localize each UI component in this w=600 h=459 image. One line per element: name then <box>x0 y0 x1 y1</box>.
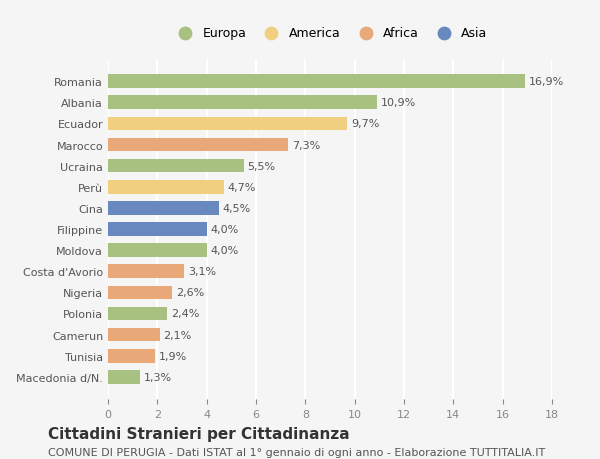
Bar <box>108 117 347 131</box>
Bar <box>108 159 244 173</box>
Text: 2,1%: 2,1% <box>163 330 192 340</box>
Text: 4,0%: 4,0% <box>211 224 239 235</box>
Text: 2,6%: 2,6% <box>176 288 204 298</box>
Legend: Europa, America, Africa, Asia: Europa, America, Africa, Asia <box>167 22 493 45</box>
Text: 1,9%: 1,9% <box>158 351 187 361</box>
Text: 3,1%: 3,1% <box>188 267 216 277</box>
Bar <box>108 138 288 152</box>
Bar <box>108 202 219 215</box>
Bar <box>108 370 140 384</box>
Bar <box>108 307 167 321</box>
Bar <box>108 328 160 342</box>
Text: 9,7%: 9,7% <box>351 119 379 129</box>
Text: Cittadini Stranieri per Cittadinanza: Cittadini Stranieri per Cittadinanza <box>48 425 350 441</box>
Bar <box>108 286 172 300</box>
Text: 16,9%: 16,9% <box>529 77 564 87</box>
Text: 4,0%: 4,0% <box>211 246 239 256</box>
Bar <box>108 349 155 363</box>
Bar <box>108 180 224 194</box>
Bar <box>108 244 206 257</box>
Bar <box>108 265 184 279</box>
Text: 1,3%: 1,3% <box>144 372 172 382</box>
Text: 4,5%: 4,5% <box>223 203 251 213</box>
Text: 7,3%: 7,3% <box>292 140 320 150</box>
Text: 4,7%: 4,7% <box>227 182 256 192</box>
Bar <box>108 223 206 236</box>
Text: 5,5%: 5,5% <box>247 161 275 171</box>
Text: COMUNE DI PERUGIA - Dati ISTAT al 1° gennaio di ogni anno - Elaborazione TUTTITA: COMUNE DI PERUGIA - Dati ISTAT al 1° gen… <box>48 447 545 457</box>
Text: 10,9%: 10,9% <box>380 98 416 108</box>
Bar <box>108 75 525 89</box>
Text: 2,4%: 2,4% <box>171 309 199 319</box>
Bar <box>108 96 377 110</box>
